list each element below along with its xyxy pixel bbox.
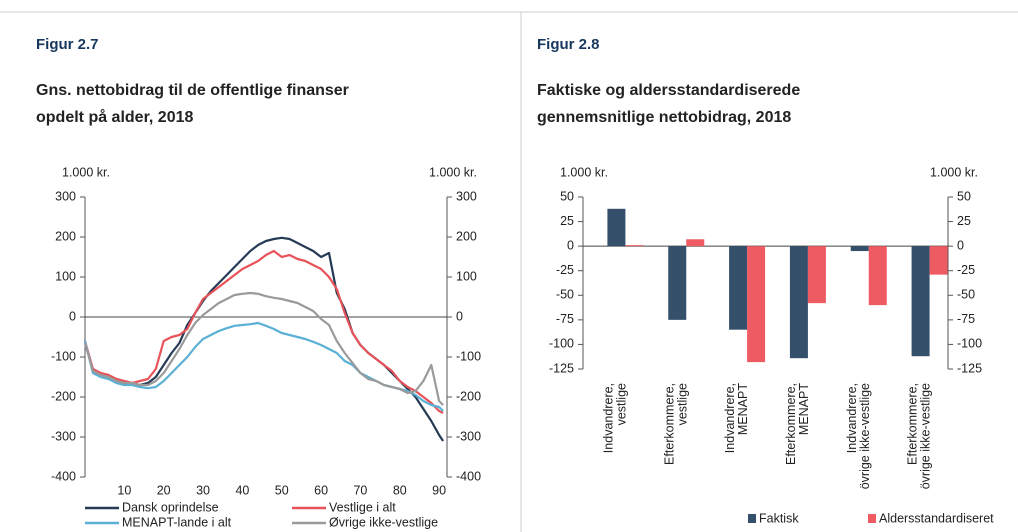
figure-label: Figur 2.7 xyxy=(36,36,99,53)
x-tick-label: Indvandrere,vestlige xyxy=(602,383,629,453)
bar xyxy=(747,246,766,363)
y2-tick-label: 0 xyxy=(957,238,964,252)
x-tick-label: 80 xyxy=(393,483,407,497)
y-tick-label: 0 xyxy=(567,238,574,252)
chart-title: Gns. nettobidrag til de offentlige finan… xyxy=(36,82,349,99)
y2-tick-label: 50 xyxy=(957,189,971,203)
chart-title: gennemsnitlige nettobidrag, 2018 xyxy=(537,109,791,126)
y2-tick-label: 0 xyxy=(456,309,463,323)
y2-tick-label: -125 xyxy=(957,361,982,375)
y2-tick-label: 100 xyxy=(456,269,477,283)
y-tick-label: 100 xyxy=(55,269,76,283)
x-tick-label: Indvandrere,MENAPT xyxy=(723,383,750,454)
x-tick-label: Efterkommere,vestlige xyxy=(663,383,690,465)
chart-title: opdelt på alder, 2018 xyxy=(36,108,194,126)
y-axis-label: 1.000 kr. xyxy=(560,165,608,179)
series-line xyxy=(83,291,444,406)
legend-swatch xyxy=(868,514,876,523)
bar xyxy=(729,246,748,330)
bar xyxy=(607,208,626,247)
bar xyxy=(668,246,687,320)
y-tick-label: -75 xyxy=(556,312,574,326)
bar xyxy=(686,239,705,247)
legend-label: Faktisk xyxy=(759,511,799,525)
legend-label: Vestlige i alt xyxy=(329,500,396,514)
figure-label: Figur 2.8 xyxy=(537,36,600,53)
bar xyxy=(868,246,887,306)
y-tick-label: -100 xyxy=(51,349,76,363)
y2-tick-label: -75 xyxy=(957,312,975,326)
y-tick-label: 50 xyxy=(560,189,574,203)
x-tick-label: 70 xyxy=(353,483,367,497)
x-tick-label: 30 xyxy=(196,483,210,497)
y-tick-label: -300 xyxy=(51,429,76,443)
y-tick-label: -125 xyxy=(549,361,574,375)
y-tick-label: 25 xyxy=(560,214,574,228)
y-tick-label: 300 xyxy=(55,189,76,203)
y2-axis-label: 1.000 kr. xyxy=(930,165,978,179)
x-tick-label: 50 xyxy=(275,483,289,497)
y2-tick-label: 300 xyxy=(456,189,477,203)
x-tick-label: Efterkommere,MENAPT xyxy=(784,383,811,465)
y2-tick-label: -400 xyxy=(456,469,481,483)
series-line xyxy=(83,321,444,412)
x-tick-label: Efterkommere,övrige ikke-vestlige xyxy=(906,383,933,489)
x-tick-label: 90 xyxy=(432,483,446,497)
x-tick-label: 60 xyxy=(314,483,328,497)
y-tick-label: 0 xyxy=(69,309,76,323)
legend-label: Dansk oprindelse xyxy=(122,500,219,514)
y-tick-label: -200 xyxy=(51,389,76,403)
y2-axis-label: 1.000 kr. xyxy=(429,165,477,179)
bar xyxy=(789,246,808,359)
y2-tick-label: -50 xyxy=(957,288,975,302)
y2-tick-label: 200 xyxy=(456,229,477,243)
y-tick-label: -100 xyxy=(549,337,574,351)
legend-swatch xyxy=(748,514,756,523)
y2-tick-label: -200 xyxy=(456,389,481,403)
x-tick-label: Indvandrere,övrige ikke-vestlige xyxy=(845,383,872,489)
series-line xyxy=(83,249,444,414)
y2-tick-label: -25 xyxy=(957,263,975,277)
bar xyxy=(625,245,644,247)
y-tick-label: -50 xyxy=(556,288,574,302)
legend-label: MENAPT-lande i alt xyxy=(122,515,232,529)
bar xyxy=(929,246,948,275)
x-tick-label: 20 xyxy=(157,483,171,497)
chart-title: Faktiske og aldersstandardiserede xyxy=(537,82,800,99)
y2-tick-label: -300 xyxy=(456,429,481,443)
x-tick-label: 40 xyxy=(235,483,249,497)
y2-tick-label: -100 xyxy=(456,349,481,363)
bar xyxy=(850,246,869,252)
y-tick-label: -25 xyxy=(556,263,574,277)
legend-label: Øvrige ikke-vestlige xyxy=(329,515,438,529)
series-line xyxy=(83,236,445,442)
legend-label: Aldersstandardiseret xyxy=(879,511,994,525)
y2-tick-label: 25 xyxy=(957,214,971,228)
y2-tick-label: -100 xyxy=(957,337,982,351)
y-axis-label: 1.000 kr. xyxy=(62,165,110,179)
bar xyxy=(807,246,826,304)
bar xyxy=(911,246,930,357)
y-tick-label: -400 xyxy=(51,469,76,483)
x-tick-label: 10 xyxy=(117,483,131,497)
y-tick-label: 200 xyxy=(55,229,76,243)
